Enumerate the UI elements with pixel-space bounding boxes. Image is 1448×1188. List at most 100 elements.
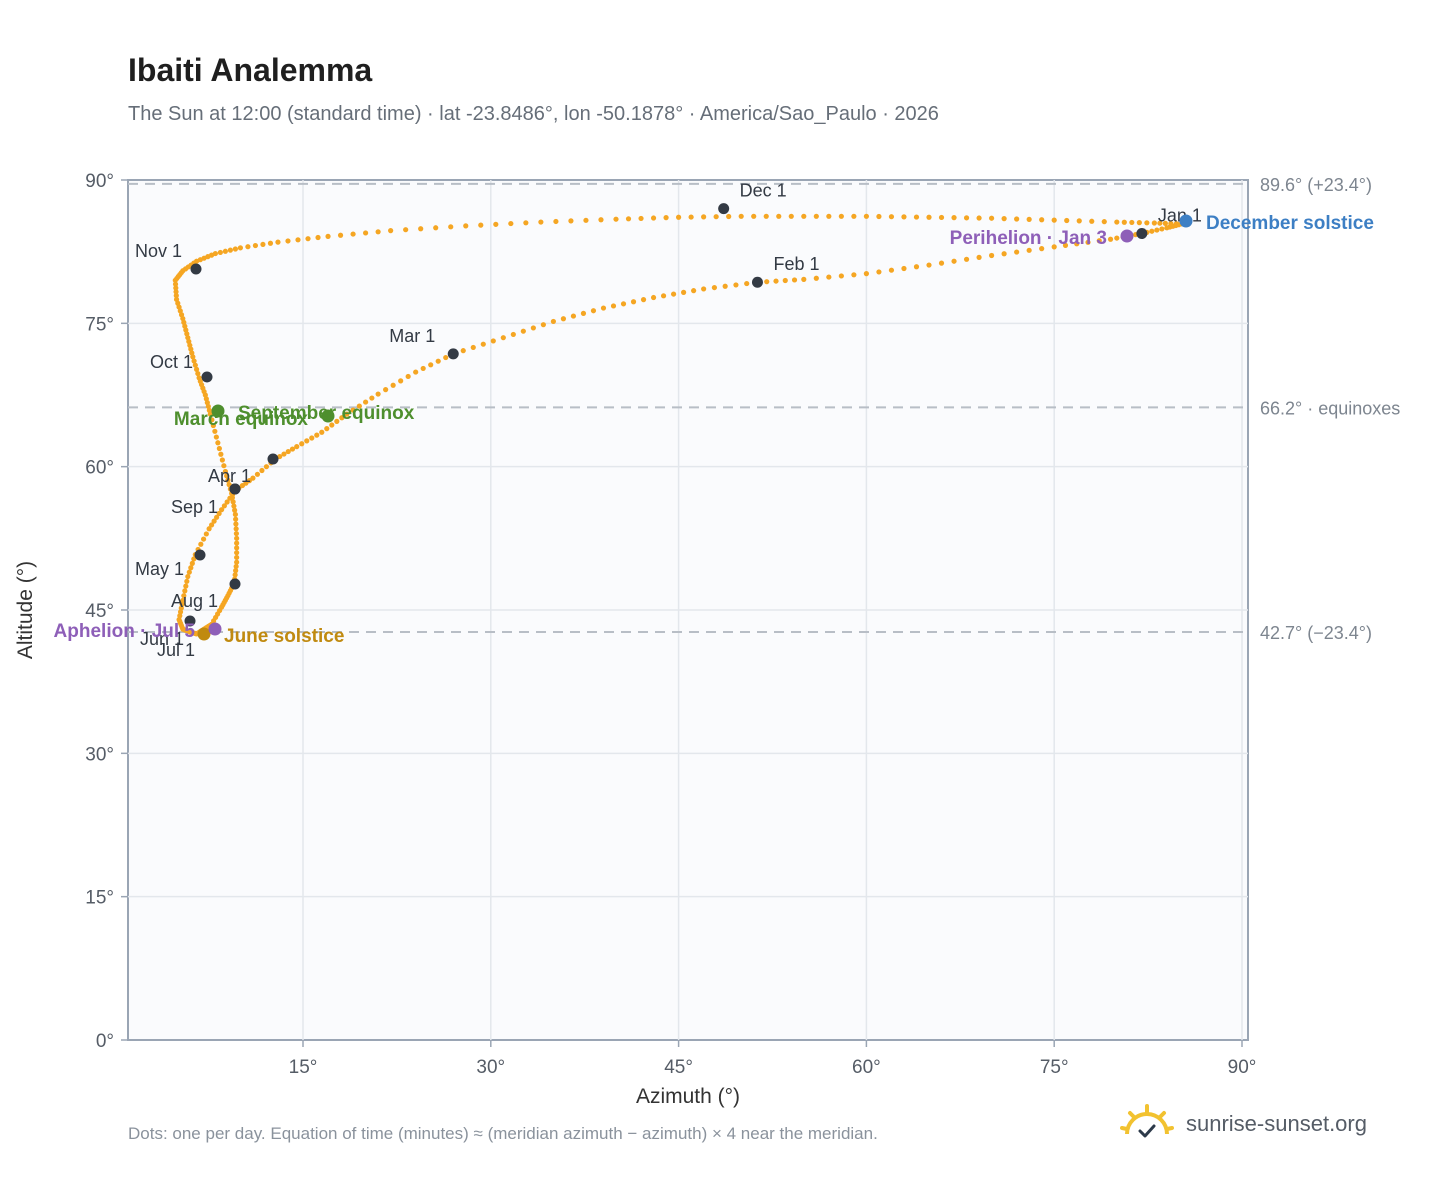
day-dot [876, 213, 882, 220]
day-dot [325, 233, 331, 239]
special-point-dot [1120, 229, 1134, 243]
day-dot [259, 467, 265, 474]
special-point-label: September equinox [238, 403, 415, 424]
month-marker-dot [190, 263, 202, 275]
day-dot [390, 382, 396, 388]
day-dot [420, 365, 426, 372]
day-dot [173, 285, 179, 291]
day-dot [233, 526, 239, 532]
day-dot [294, 444, 300, 450]
day-dot [1136, 220, 1142, 226]
day-dot [1107, 236, 1114, 242]
x-tick-label: 60° [852, 1057, 881, 1078]
day-dot [1039, 217, 1045, 223]
day-dot [224, 473, 230, 479]
day-dot [1154, 227, 1160, 233]
month-marker-label: Mar 1 [389, 326, 435, 346]
day-dot [838, 213, 844, 219]
day-dot [305, 236, 311, 242]
day-dot [334, 418, 340, 424]
day-dot [520, 328, 526, 334]
analemma-path [172, 213, 1185, 637]
month-marker-dot [229, 578, 241, 590]
day-dot [295, 237, 301, 243]
day-dot [182, 588, 188, 594]
day-dot [186, 569, 192, 575]
day-dot [463, 223, 469, 229]
day-dot [224, 499, 230, 505]
day-dot [681, 289, 687, 295]
day-dot [219, 457, 225, 463]
day-dot [448, 224, 454, 230]
day-dot [701, 214, 707, 220]
day-dot [221, 503, 227, 509]
day-dot [234, 550, 240, 556]
day-dot [625, 216, 632, 222]
footnote: Dots: one per day. Equation of time (min… [128, 1124, 878, 1143]
day-dot [375, 229, 381, 235]
day-dot [788, 213, 794, 219]
day-dot [989, 252, 995, 259]
day-dot [951, 215, 957, 221]
day-dot [1129, 219, 1135, 226]
day-dot [314, 432, 320, 438]
day-dot [191, 556, 197, 562]
day-dot [405, 373, 411, 380]
day-dot [1062, 242, 1069, 248]
y-tick-label: 60° [85, 458, 114, 479]
day-dot [324, 426, 330, 432]
day-dot [234, 554, 240, 561]
day-dot [413, 369, 419, 375]
day-dot [184, 578, 190, 584]
day-dot [1001, 216, 1007, 222]
day-dot [1162, 220, 1168, 226]
day-dot [1114, 219, 1120, 225]
day-dot [281, 451, 287, 457]
special-point-dot [208, 622, 222, 636]
day-dot [198, 541, 204, 547]
day-dot [888, 214, 895, 220]
day-dot [493, 221, 499, 227]
day-dot [304, 438, 310, 444]
day-dot [1026, 247, 1032, 253]
day-dot [738, 213, 744, 219]
day-dot [1026, 216, 1032, 222]
day-dot [691, 288, 697, 294]
day-dot [1076, 218, 1082, 224]
day-dot [211, 518, 217, 524]
day-dot [363, 230, 369, 236]
day-dot [826, 274, 832, 280]
brand[interactable]: sunrise-sunset.org [1120, 1104, 1367, 1144]
day-dot [233, 521, 239, 527]
day-dot [263, 464, 270, 470]
special-point-label: June solstice [224, 626, 344, 647]
day-dot [383, 387, 389, 393]
day-dot [813, 213, 819, 219]
day-dot [218, 451, 224, 457]
month-marker-label: Jun 1 [140, 629, 184, 649]
day-dot [173, 289, 179, 295]
day-dot [185, 573, 191, 580]
day-dot [230, 499, 236, 505]
special-point-dot [1179, 214, 1193, 228]
day-dot [538, 219, 544, 225]
month-marker-label: Apr 1 [208, 466, 251, 486]
day-dot [650, 215, 657, 221]
day-dot [1157, 220, 1163, 226]
day-dot [801, 213, 807, 219]
day-dot [782, 277, 788, 284]
day-dot [233, 563, 239, 570]
reference-line-label: 89.6° (+23.4°) [1260, 175, 1372, 195]
day-dot [215, 440, 221, 446]
day-dot [339, 415, 345, 421]
day-dot [963, 215, 970, 221]
day-dot [963, 256, 970, 262]
day-dot [233, 568, 239, 574]
day-dot [1039, 246, 1045, 252]
day-dot [701, 286, 707, 292]
day-dot [1085, 239, 1091, 245]
day-dot [888, 267, 895, 273]
day-dot [926, 214, 932, 220]
day-dot [225, 477, 231, 483]
